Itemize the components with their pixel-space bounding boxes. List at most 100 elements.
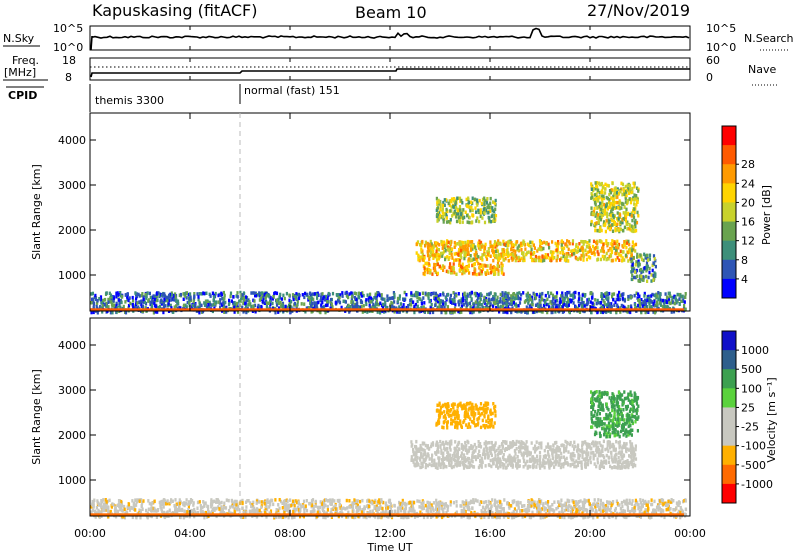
data-cell (606, 214, 609, 219)
data-cell (658, 506, 661, 511)
data-cell (548, 294, 551, 299)
data-cell (160, 499, 163, 504)
data-cell (284, 304, 287, 309)
data-cell (423, 301, 426, 305)
data-cell (588, 243, 591, 247)
data-cell (480, 255, 484, 260)
data-cell (255, 515, 258, 519)
data-cell (236, 310, 240, 314)
data-cell (201, 509, 204, 514)
data-cell (162, 301, 165, 305)
data-cell (162, 500, 165, 504)
data-cell (155, 304, 158, 308)
data-cell (410, 298, 413, 303)
data-cell (436, 213, 439, 217)
data-cell (679, 515, 682, 520)
data-cell (612, 219, 616, 224)
data-cell (541, 507, 544, 511)
data-cell (481, 253, 484, 257)
data-cell (350, 291, 353, 295)
data-cell (538, 298, 541, 303)
data-cell (409, 506, 412, 510)
data-cell (439, 300, 442, 305)
data-cell (458, 268, 461, 272)
data-cell (322, 295, 325, 299)
data-cell (427, 248, 430, 253)
data-cell (530, 247, 533, 251)
data-cell (380, 498, 383, 502)
data-cell (642, 258, 645, 263)
data-cell (324, 515, 327, 520)
data-cell (124, 293, 127, 297)
data-cell (324, 503, 327, 508)
data-cell (664, 292, 667, 296)
data-cell (541, 297, 544, 302)
data-cell (554, 310, 557, 314)
data-cell (564, 295, 567, 299)
data-cell (375, 299, 378, 304)
data-cell (637, 303, 640, 308)
data-cell (444, 249, 447, 253)
data-cell (658, 301, 661, 305)
data-cell (591, 301, 594, 305)
data-cell (335, 509, 338, 513)
data-cell (439, 251, 443, 256)
data-cell (617, 201, 620, 205)
data-cell (369, 296, 372, 300)
data-cell (457, 300, 460, 304)
data-cell (398, 500, 401, 505)
data-cell (632, 244, 635, 249)
data-cell (599, 201, 602, 206)
data-cell (633, 193, 636, 197)
data-cell (614, 200, 617, 205)
data-cell (597, 218, 600, 222)
data-cell (487, 301, 490, 305)
data-cell (611, 295, 614, 299)
data-cell (645, 269, 648, 273)
data-cell (161, 502, 164, 507)
beam-title: Beam 10 (355, 3, 427, 22)
data-cell (225, 310, 228, 314)
data-cell (634, 275, 637, 280)
data-cell (193, 514, 196, 519)
data-cell (431, 272, 434, 276)
data-cell (539, 300, 542, 305)
data-cell (393, 310, 396, 314)
data-cell (643, 294, 646, 298)
data-cell (172, 294, 175, 298)
data-cell (487, 499, 490, 504)
data-cell (572, 296, 575, 301)
data-cell (467, 250, 470, 255)
data-cell (513, 515, 516, 520)
data-cell (462, 506, 466, 510)
data-cell (436, 241, 439, 246)
data-cell (266, 301, 269, 305)
data-cell (590, 503, 593, 508)
data-cell (369, 300, 372, 304)
data-cell (587, 300, 590, 305)
data-cell (441, 251, 444, 256)
data-cell (628, 309, 631, 314)
data-cell (236, 303, 239, 308)
data-cell (460, 508, 463, 513)
data-cell (452, 265, 455, 270)
data-cell (528, 515, 531, 520)
data-cell (506, 295, 510, 299)
data-cell (632, 229, 635, 234)
data-cell (605, 195, 608, 200)
data-cell (648, 253, 651, 258)
data-cell (443, 203, 446, 207)
data-cell (544, 507, 547, 511)
data-cell (214, 291, 217, 296)
data-cell (289, 310, 292, 314)
data-cell (235, 303, 238, 307)
data-cell (512, 296, 515, 300)
data-cell (218, 301, 222, 305)
data-cell (502, 310, 505, 314)
data-cell (478, 303, 481, 307)
data-cell (505, 305, 508, 310)
data-cell (199, 509, 202, 513)
data-cell (367, 511, 370, 515)
data-cell (186, 510, 189, 514)
data-cell (396, 296, 400, 301)
